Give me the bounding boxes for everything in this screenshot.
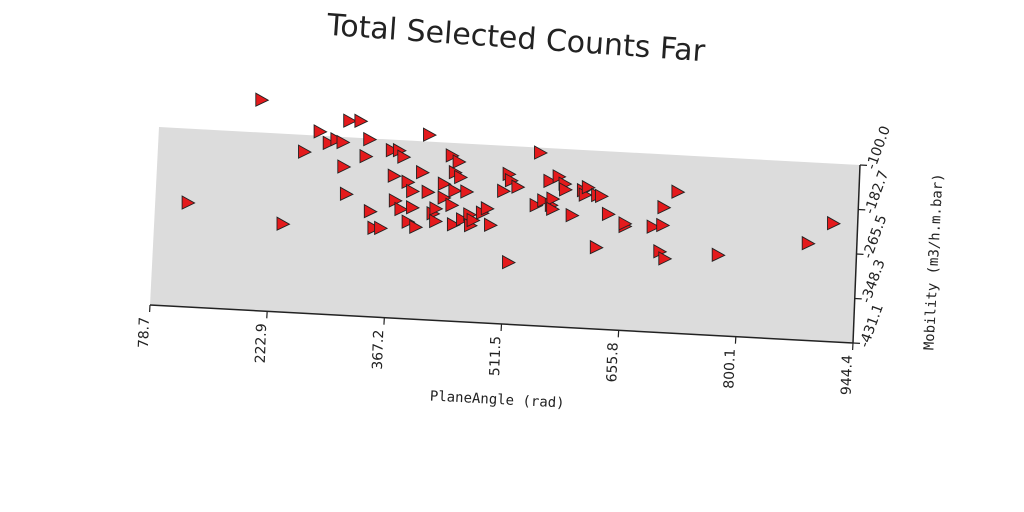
data-point <box>337 159 352 174</box>
plot-area <box>150 127 860 343</box>
data-point <box>363 203 378 219</box>
data-point <box>313 124 328 139</box>
data-point <box>529 197 544 213</box>
data-point <box>497 183 512 199</box>
data-point <box>374 220 389 236</box>
data-point <box>543 173 558 189</box>
data-point <box>276 216 291 231</box>
data-point <box>581 179 596 195</box>
data-point <box>397 149 412 164</box>
data-point <box>298 144 312 159</box>
data-point <box>546 201 561 217</box>
x-tick-label: 222.9 <box>253 323 270 364</box>
data-point <box>437 190 452 205</box>
data-point <box>452 154 467 169</box>
data-point <box>423 127 437 142</box>
data-point <box>454 169 469 185</box>
data-point <box>446 217 461 232</box>
data-point <box>511 179 526 194</box>
data-point <box>343 113 358 128</box>
x-axis-label: PlaneAngle (rad) <box>429 388 565 411</box>
data-point <box>502 254 516 270</box>
data-point <box>480 201 495 216</box>
x-tick-label: 367.2 <box>370 329 387 370</box>
data-point <box>658 251 673 266</box>
data-point <box>565 207 580 223</box>
data-point <box>445 148 460 163</box>
x-tick-label: 511.5 <box>487 336 504 377</box>
data-point <box>394 201 409 217</box>
data-point <box>646 219 661 234</box>
y-tick-label: -100.0 <box>863 124 893 172</box>
data-point <box>546 191 561 206</box>
data-point <box>322 135 337 151</box>
data-point <box>534 145 548 160</box>
y-tick-label: -182.7 <box>862 168 892 216</box>
data-point <box>589 239 604 255</box>
data-point <box>416 164 430 180</box>
data-point <box>537 193 552 208</box>
data-point <box>671 184 686 199</box>
data-point <box>387 168 402 183</box>
y-tick-label: -265.5 <box>860 213 890 261</box>
data-points <box>181 92 841 270</box>
x-tick-label: 78.7 <box>136 317 153 349</box>
y-tick-label: -431.1 <box>856 302 886 350</box>
data-point <box>181 195 196 210</box>
data-point <box>484 217 498 233</box>
data-point <box>618 216 633 231</box>
x-tick-label: 944.4 <box>839 355 856 396</box>
data-point <box>339 186 354 202</box>
data-point <box>827 215 841 231</box>
data-point <box>656 217 671 233</box>
data-point <box>406 200 420 215</box>
data-point <box>601 206 616 222</box>
data-point <box>336 134 351 150</box>
y-axis-label: Mobility (m3/h.m.bar) <box>921 173 946 351</box>
data-point <box>354 113 369 129</box>
data-point <box>421 184 436 200</box>
data-point <box>595 188 609 204</box>
data-point <box>456 212 470 227</box>
y-axis-ticks: -100.0-182.7-265.5-348.3-431.1 <box>852 124 894 350</box>
x-axis-ticks: 78.7 222.9 367.2 511.5 655.8 800.1 944.4 <box>136 304 856 396</box>
y-tick-label: -348.3 <box>858 257 888 305</box>
data-point <box>466 212 481 228</box>
data-point <box>409 219 424 235</box>
x-tick-label: 655.8 <box>604 342 621 383</box>
data-point <box>437 176 452 191</box>
data-point <box>460 184 475 199</box>
data-point <box>359 148 374 164</box>
data-point <box>448 183 463 198</box>
data-point <box>657 199 672 215</box>
data-point <box>385 142 400 158</box>
data-point <box>429 201 444 216</box>
data-point <box>711 247 726 263</box>
data-point <box>559 182 573 197</box>
data-point <box>429 213 444 229</box>
chart-title: Total Selected Counts Far <box>325 8 707 69</box>
data-point <box>406 183 421 199</box>
data-point <box>363 131 378 147</box>
x-tick-label: 800.1 <box>721 348 738 389</box>
data-point <box>255 92 270 107</box>
data-point <box>445 197 460 213</box>
data-point <box>401 214 416 229</box>
data-point <box>801 235 816 251</box>
